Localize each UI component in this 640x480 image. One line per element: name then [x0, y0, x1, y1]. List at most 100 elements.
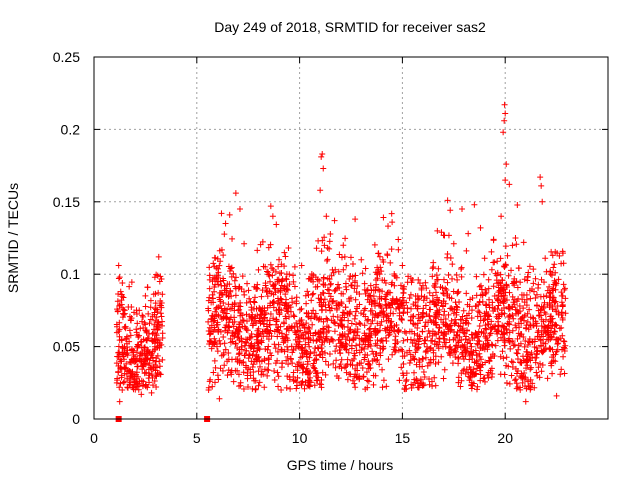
- data-point: [285, 308, 292, 315]
- data-point: [262, 328, 269, 335]
- data-point: [403, 349, 410, 356]
- data-point: [380, 377, 387, 384]
- data-point: [220, 252, 227, 259]
- data-point: [421, 337, 428, 344]
- data-point: [304, 288, 311, 295]
- data-point: [540, 333, 547, 340]
- data-point: [524, 318, 531, 325]
- data-point: [269, 272, 276, 279]
- data-point: [469, 355, 476, 362]
- data-point: [235, 371, 242, 378]
- data-point: [121, 378, 128, 385]
- data-point: [458, 264, 465, 271]
- data-point: [151, 346, 158, 353]
- data-point: [452, 348, 459, 355]
- data-point: [133, 326, 140, 333]
- data-point: [283, 384, 290, 391]
- data-point: [269, 213, 276, 220]
- data-point: [137, 339, 144, 346]
- data-point: [324, 337, 331, 344]
- data-point: [324, 244, 331, 251]
- data-point: [267, 241, 274, 248]
- data-point: [464, 301, 471, 308]
- data-point: [227, 288, 234, 295]
- data-point: [232, 190, 239, 197]
- data-point: [236, 328, 243, 335]
- data-point: [370, 293, 377, 300]
- data-point: [267, 203, 274, 210]
- data-point: [554, 250, 561, 257]
- data-point: [524, 341, 531, 348]
- data-point: [501, 371, 508, 378]
- data-point: [382, 301, 389, 308]
- data-point: [562, 342, 569, 349]
- data-point: [559, 332, 566, 339]
- data-point: [267, 278, 274, 285]
- data-point: [429, 383, 436, 390]
- data-point: [490, 259, 497, 266]
- data-point: [500, 355, 507, 362]
- data-point: [468, 307, 475, 314]
- data-point: [511, 341, 518, 348]
- data-point: [310, 337, 317, 344]
- y-tick-label: 0.25: [53, 49, 80, 65]
- data-point: [444, 323, 451, 330]
- y-tick-label: 0.2: [61, 121, 81, 137]
- data-point: [113, 379, 120, 386]
- data-point: [455, 355, 462, 362]
- data-point: [208, 338, 215, 345]
- data-point: [470, 380, 477, 387]
- data-point: [113, 321, 120, 328]
- data-point: [210, 341, 217, 348]
- data-point: [319, 354, 326, 361]
- data-point: [508, 358, 515, 365]
- data-point: [138, 391, 145, 398]
- data-point: [324, 286, 331, 293]
- data-point: [548, 272, 555, 279]
- data-point: [367, 364, 374, 371]
- data-point: [275, 287, 282, 294]
- data-point: [264, 372, 271, 379]
- data-point: [354, 367, 361, 374]
- data-point: [489, 351, 496, 358]
- data-point: [356, 341, 363, 348]
- data-point: [159, 356, 166, 363]
- data-point: [241, 342, 248, 349]
- data-point: [228, 264, 235, 271]
- data-point: [306, 343, 313, 350]
- data-point: [499, 277, 506, 284]
- data-point: [385, 223, 392, 230]
- data-point: [228, 371, 235, 378]
- data-point: [436, 325, 443, 332]
- data-point: [561, 338, 568, 345]
- data-point: [482, 290, 489, 297]
- data-point: [521, 369, 528, 376]
- data-point: [434, 307, 441, 314]
- data-point: [458, 350, 465, 357]
- data-point: [302, 292, 309, 299]
- data-point: [488, 365, 495, 372]
- data-point: [336, 347, 343, 354]
- data-point: [208, 312, 215, 319]
- data-point: [152, 372, 159, 379]
- data-point: [370, 381, 377, 388]
- data-point: [134, 320, 141, 327]
- data-point: [488, 266, 495, 273]
- data-point: [331, 217, 338, 224]
- data-point: [316, 315, 323, 322]
- data-point: [133, 369, 140, 376]
- data-point: [210, 369, 217, 376]
- data-point: [320, 326, 327, 333]
- data-point: [525, 351, 532, 358]
- data-point: [128, 317, 135, 324]
- data-point: [116, 398, 123, 405]
- data-point: [330, 269, 337, 276]
- data-point: [522, 324, 529, 331]
- data-point: [320, 318, 327, 325]
- data-point: [503, 379, 510, 386]
- data-point: [387, 259, 394, 266]
- data-point: [293, 298, 300, 305]
- data-point: [403, 385, 410, 392]
- data-point: [357, 310, 364, 317]
- data-point: [480, 317, 487, 324]
